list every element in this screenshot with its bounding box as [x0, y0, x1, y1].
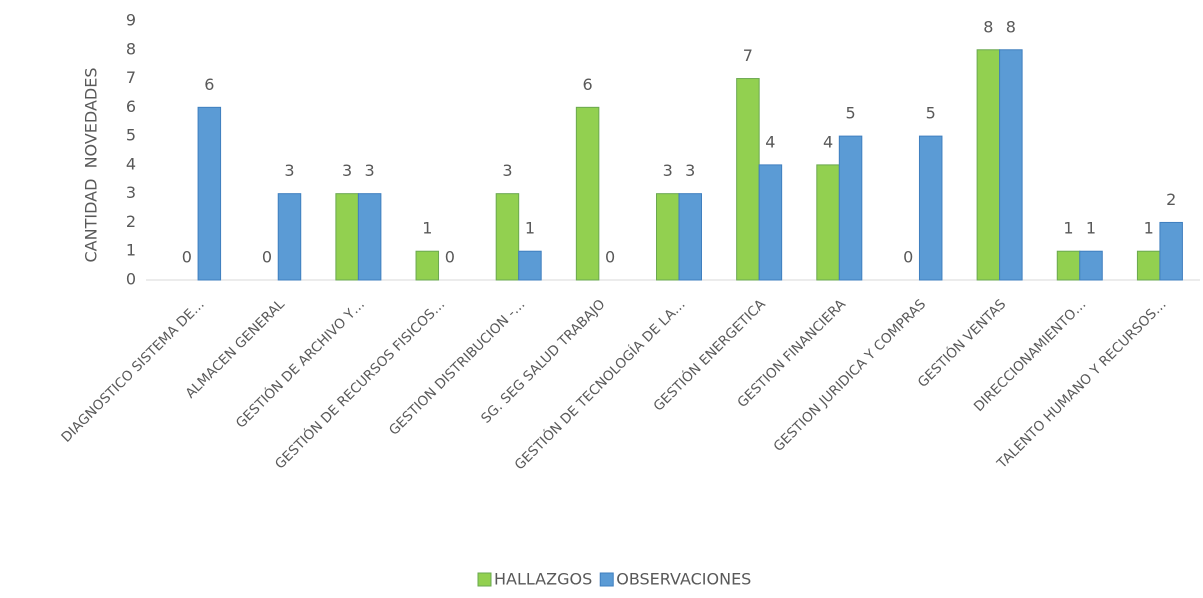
bar — [495, 193, 520, 281]
legend-label: OBSERVACIONES — [616, 570, 751, 589]
value-label: 3 — [284, 161, 294, 180]
bar — [1159, 221, 1183, 281]
value-label: 3 — [663, 161, 673, 180]
bar — [415, 250, 440, 281]
y-tick-label: 7 — [126, 68, 136, 87]
legend-swatch — [599, 572, 614, 587]
value-label: 3 — [342, 161, 352, 180]
value-label: 6 — [583, 75, 593, 94]
bar — [518, 250, 542, 281]
value-label: 0 — [445, 248, 455, 267]
y-tick-label: 0 — [126, 270, 136, 289]
bar — [976, 49, 1001, 281]
x-tick-label: GESTIÓN DE ARCHIVO Y… — [231, 295, 368, 432]
bar — [816, 164, 840, 281]
y-tick-label: 3 — [126, 183, 136, 202]
bar — [277, 193, 302, 281]
bar — [1079, 250, 1103, 281]
y-tick-label: 4 — [126, 154, 136, 173]
x-tick-label: DIAGNOSTICO SISTEMA DE… — [58, 296, 207, 445]
value-label: 5 — [845, 104, 855, 123]
value-label: 4 — [823, 132, 833, 151]
value-label: 3 — [365, 161, 375, 180]
value-label: 1 — [525, 219, 535, 238]
x-tick-label: GESTIÓN VENTAS — [913, 295, 1009, 391]
legend-label: HALLAZGOS — [494, 570, 592, 589]
value-label: 2 — [1166, 190, 1176, 209]
legend: HALLAZGOS OBSERVACIONES — [477, 570, 751, 589]
legend-swatch — [477, 572, 492, 587]
bar — [1056, 250, 1081, 281]
value-label: 4 — [765, 132, 775, 151]
x-tick-label: GESTION JURIDICA Y COMPRAS — [770, 296, 929, 455]
x-tick-label: GESTION DISTRIBUCION -… — [386, 296, 528, 438]
x-tick-label: TALENTO HUMANO Y RECURSOS… — [993, 296, 1169, 472]
value-label: 0 — [605, 248, 615, 267]
bar — [678, 193, 702, 281]
value-label: 3 — [685, 161, 695, 180]
y-tick-label: 6 — [126, 97, 136, 116]
y-tick-label: 2 — [126, 212, 136, 231]
bar — [197, 106, 222, 281]
value-label: 6 — [204, 75, 214, 94]
value-label: 3 — [502, 161, 512, 180]
y-tick-label: 1 — [126, 241, 136, 260]
value-label: 8 — [983, 17, 993, 36]
bar — [357, 193, 382, 281]
value-label: 0 — [903, 248, 913, 267]
y-tick-label: 8 — [126, 39, 136, 58]
bar — [758, 164, 783, 281]
value-label: 5 — [926, 104, 936, 123]
y-tick-label: 9 — [126, 11, 136, 30]
value-label: 0 — [262, 248, 272, 267]
y-tick-label: 5 — [126, 126, 136, 145]
bar — [918, 135, 943, 281]
bar — [736, 78, 760, 281]
x-tick-label: GESTIÓN DE RECURSOS FISICOS… — [271, 295, 449, 473]
bar — [575, 106, 600, 281]
bar — [656, 193, 680, 281]
value-label: 1 — [1063, 219, 1073, 238]
value-label: 8 — [1006, 17, 1016, 36]
value-label: 1 — [1144, 219, 1154, 238]
value-label: 7 — [743, 46, 753, 65]
value-label: 1 — [422, 219, 432, 238]
bar — [335, 193, 359, 281]
y-axis-label: CANTIDAD NOVEDADES — [82, 68, 101, 263]
x-tick-label: GESTIÓN DE TECNOLOGÍA DE LA… — [510, 295, 688, 473]
bar — [999, 49, 1023, 281]
bar — [838, 135, 863, 281]
value-label: 1 — [1086, 219, 1096, 238]
bar — [1136, 250, 1161, 281]
value-label: 0 — [182, 248, 192, 267]
